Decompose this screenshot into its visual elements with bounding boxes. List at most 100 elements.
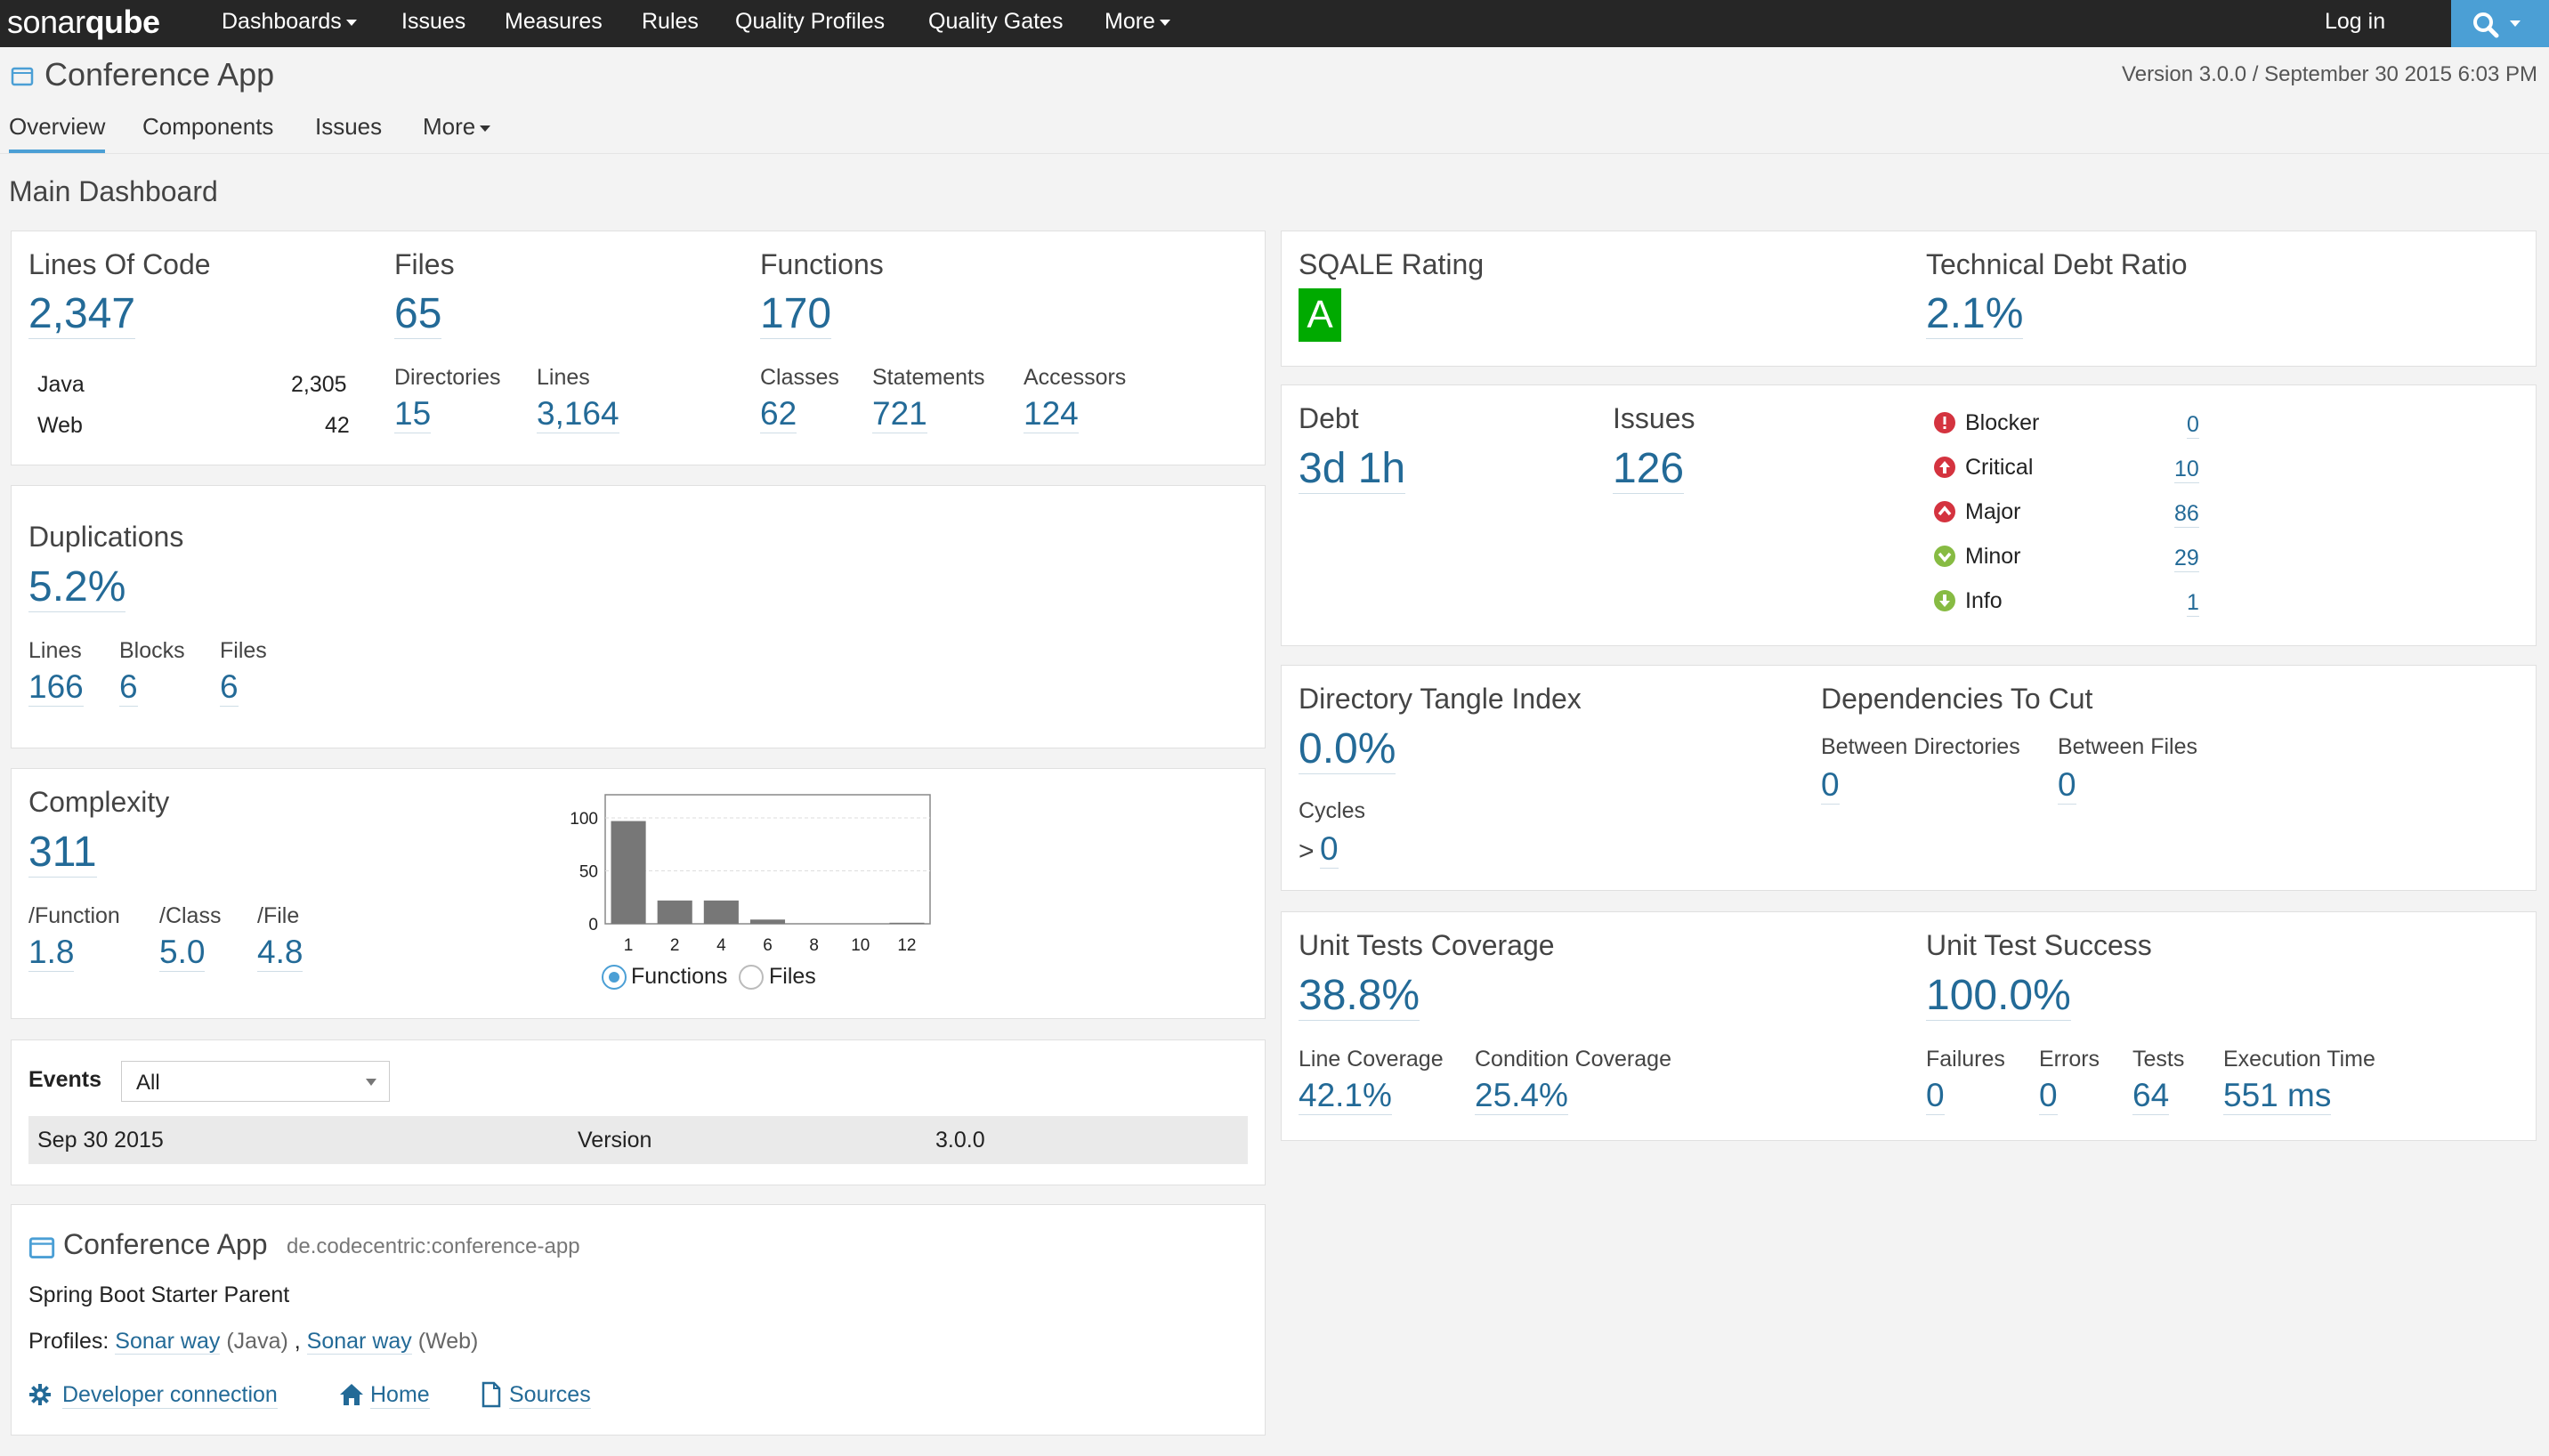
tdr-value[interactable]: 2.1% xyxy=(1926,290,2024,339)
chevron-down-icon xyxy=(480,125,491,132)
tab-components[interactable]: Components xyxy=(142,113,274,140)
sqale-rating-badge[interactable]: A xyxy=(1299,288,1341,342)
chevron-down-icon xyxy=(366,1079,376,1086)
complexity-class-label: /Class xyxy=(159,903,222,928)
line-coverage-value[interactable]: 42.1% xyxy=(1299,1077,1392,1115)
home-link[interactable]: Home xyxy=(370,1382,430,1409)
login-link[interactable]: Log in xyxy=(2325,9,2386,34)
chevron-down-icon xyxy=(345,19,357,26)
functions-value[interactable]: 170 xyxy=(760,290,832,339)
errors-value[interactable]: 0 xyxy=(2039,1077,2058,1115)
severity-critical-count[interactable]: 10 xyxy=(2174,457,2199,483)
accessors-label: Accessors xyxy=(1024,365,1127,390)
profiles-line: Profiles: Sonar way (Java) , Sonar way (… xyxy=(28,1329,478,1355)
critical-icon xyxy=(1934,457,1955,478)
tangle-index-label: Directory Tangle Index xyxy=(1299,683,1582,715)
events-filter-value: All xyxy=(136,1071,160,1095)
project-description: Spring Boot Starter Parent xyxy=(28,1282,290,1307)
debt-value[interactable]: 3d 1h xyxy=(1299,445,1406,494)
dup-files-label: Files xyxy=(220,638,267,663)
project-version-info: Version 3.0.0 / September 30 2015 6:03 P… xyxy=(2122,62,2537,86)
cycles-prefix: > xyxy=(1299,837,1315,866)
search-icon xyxy=(2473,12,2499,38)
execution-time-value[interactable]: 551 ms xyxy=(2223,1077,2332,1115)
sources-link[interactable]: Sources xyxy=(509,1382,591,1409)
sonarqube-logo[interactable]: sonarqube xyxy=(7,4,160,41)
dup-blocks-label: Blocks xyxy=(119,638,185,663)
severity-minor-count[interactable]: 29 xyxy=(2174,546,2199,572)
complexity-file-value[interactable]: 4.8 xyxy=(257,934,303,972)
complexity-value[interactable]: 311 xyxy=(28,829,97,878)
tab-overview[interactable]: Overview xyxy=(9,113,106,153)
condition-coverage-value[interactable]: 25.4% xyxy=(1475,1077,1568,1115)
radio-functions[interactable] xyxy=(602,965,627,990)
condition-coverage-label: Condition Coverage xyxy=(1475,1047,1671,1072)
statements-value[interactable]: 721 xyxy=(872,395,927,433)
dup-lines-label: Lines xyxy=(28,638,82,663)
size-widget xyxy=(11,231,1266,465)
between-directories-value[interactable]: 0 xyxy=(1821,766,1840,805)
between-files-value[interactable]: 0 xyxy=(2058,766,2076,805)
issues-value[interactable]: 126 xyxy=(1613,445,1685,494)
events-filter-select[interactable]: All xyxy=(121,1061,390,1102)
lines-value[interactable]: 3,164 xyxy=(537,395,619,433)
language-java-value: 2,305 xyxy=(291,372,347,397)
failures-value[interactable]: 0 xyxy=(1926,1077,1945,1115)
cycles-label: Cycles xyxy=(1299,798,1366,823)
cycles-value[interactable]: 0 xyxy=(1320,830,1339,869)
project-title[interactable]: Conference App xyxy=(45,56,275,93)
nav-dashboards[interactable]: Dashboards xyxy=(222,9,357,35)
complexity-function-label: /Function xyxy=(28,903,120,928)
complexity-function-value[interactable]: 1.8 xyxy=(28,934,75,972)
nav-quality-gates[interactable]: Quality Gates xyxy=(928,9,1064,34)
accessors-value[interactable]: 124 xyxy=(1024,395,1079,433)
duplications-label: Duplications xyxy=(28,521,184,553)
line-coverage-label: Line Coverage xyxy=(1299,1047,1444,1072)
severity-blocker-count[interactable]: 0 xyxy=(2187,412,2199,439)
classes-value[interactable]: 62 xyxy=(760,395,797,433)
developer-connection-link[interactable]: Developer connection xyxy=(62,1382,278,1409)
severity-major-count[interactable]: 86 xyxy=(2174,501,2199,528)
nav-quality-profiles[interactable]: Quality Profiles xyxy=(735,9,886,34)
tests-value[interactable]: 64 xyxy=(2132,1077,2170,1115)
chart-bar xyxy=(889,922,925,924)
test-success-value[interactable]: 100.0% xyxy=(1926,972,2071,1021)
dup-lines-value[interactable]: 166 xyxy=(28,668,84,707)
search-button[interactable] xyxy=(2451,0,2549,47)
duplications-value[interactable]: 5.2% xyxy=(28,563,126,612)
nav-rules[interactable]: Rules xyxy=(642,9,699,34)
design-widget xyxy=(1281,665,2537,891)
debt-label: Debt xyxy=(1299,402,1359,434)
logo-text-light: sonar xyxy=(7,4,85,40)
tangle-index-value[interactable]: 0.0% xyxy=(1299,725,1396,774)
severity-info-count[interactable]: 1 xyxy=(2187,590,2199,617)
radio-files[interactable] xyxy=(739,965,764,990)
directories-value[interactable]: 15 xyxy=(394,395,432,433)
event-type: Version xyxy=(578,1128,652,1153)
issues-widget xyxy=(1281,384,2537,646)
dup-files-value[interactable]: 6 xyxy=(220,668,239,707)
coverage-value[interactable]: 38.8% xyxy=(1299,972,1420,1021)
directories-label: Directories xyxy=(394,365,501,390)
functions-label: Functions xyxy=(760,248,884,280)
profile-link-web[interactable]: Sonar way xyxy=(306,1329,412,1355)
files-value[interactable]: 65 xyxy=(394,290,442,339)
chevron-down-icon xyxy=(1159,19,1170,26)
complexity-label: Complexity xyxy=(28,786,170,818)
nav-issues[interactable]: Issues xyxy=(401,9,466,34)
tab-more[interactable]: More xyxy=(423,113,491,141)
dup-blocks-value[interactable]: 6 xyxy=(119,668,138,707)
nav-more[interactable]: More xyxy=(1105,9,1170,35)
tests-label: Tests xyxy=(2132,1047,2185,1072)
dependencies-to-cut-label: Dependencies To Cut xyxy=(1821,683,2093,715)
chart-y-tick-label: 100 xyxy=(570,810,598,829)
nav-measures[interactable]: Measures xyxy=(505,9,603,34)
complexity-class-value[interactable]: 5.0 xyxy=(159,934,206,972)
severity-major-label: Major xyxy=(1965,499,2021,524)
tab-issues[interactable]: Issues xyxy=(315,113,383,140)
chart-x-tick-label: 2 xyxy=(670,936,680,955)
project-key: de.codecentric:conference-app xyxy=(287,1234,580,1258)
loc-value[interactable]: 2,347 xyxy=(28,290,136,339)
profile-link-java[interactable]: Sonar way xyxy=(115,1329,221,1355)
language-web-value: 42 xyxy=(325,413,350,438)
